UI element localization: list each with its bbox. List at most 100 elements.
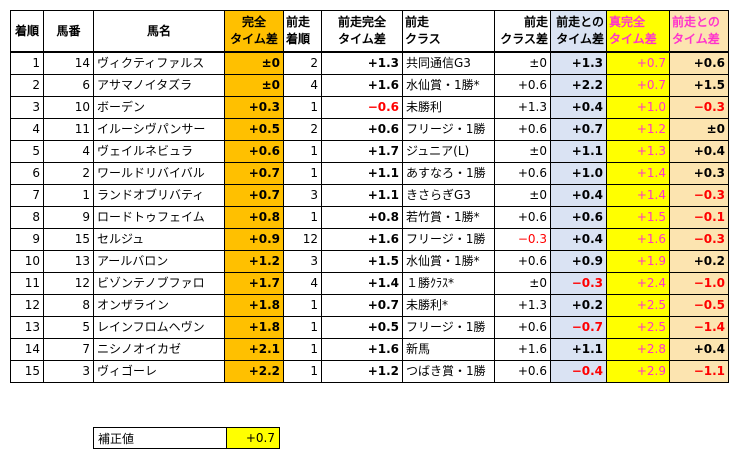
table-row: 14 7 ニシノオイカゼ +2.1 1 +1.6 新馬 +1.6 +1.1 +2.8 +0.4 (10, 338, 729, 361)
complete-time-diff-cell: +1.8 (224, 316, 284, 339)
prev-finish-cell: 1 (283, 96, 322, 119)
complete-time-diff-cell: +0.7 (224, 162, 284, 185)
prev-finish-cell: 3 (283, 184, 322, 207)
header-true-complete-time-diff-line: タイム差 (609, 32, 657, 46)
complete-time-diff-cell: +1.2 (224, 250, 284, 273)
header-prev-class-line: クラス (405, 32, 441, 46)
complete-time-diff-cell: ±0 (224, 74, 284, 97)
horse-name-cell: イルーシヴパンサー (93, 118, 225, 141)
true-complete-time-diff-cell: +0.7 (606, 74, 670, 97)
prev-class-cell: 水仙賞・1勝* (402, 74, 495, 97)
horse-name-cell: アサマノイタズラ (93, 74, 225, 97)
horse-name-cell: ヴェイルネビュラ (93, 140, 225, 163)
prev-class-diff-cell: +0.6 (494, 118, 551, 141)
header-prev-class-diff-line: クラス差 (500, 32, 548, 46)
table-row: 4 11 イルーシヴパンサー +0.5 2 +0.6 フリージ・1勝 +0.6 +0.7 +1.2… (10, 118, 729, 141)
header-finish-position-line: 着順 (14, 23, 39, 38)
header-true-complete-time-diff: 真完全 タイム差 (606, 10, 670, 53)
diff-from-prev-2-cell: +0.2 (669, 250, 729, 273)
prev-finish-cell: 3 (283, 250, 322, 273)
horse-name-cell: セルジュ (93, 228, 225, 251)
true-complete-time-diff-cell: +1.6 (606, 228, 670, 251)
header-complete-time-diff-line: 完全 (241, 15, 266, 29)
prev-class-diff-cell: −0.3 (494, 228, 551, 251)
complete-time-diff-cell: +0.8 (224, 206, 284, 229)
prev-complete-time-diff-cell: +1.1 (321, 162, 403, 185)
complete-time-diff-cell: +1.7 (224, 272, 284, 295)
table-row: 6 2 ワールドリバイバル +0.7 1 +1.1 あすなろ・1勝 +0.6 +1.0 +1.4 +… (10, 162, 729, 185)
horse-name-cell: オンザライン (93, 294, 225, 317)
header-horse-name: 馬名 (93, 10, 225, 53)
header-prev-class: 前走 クラス (402, 10, 495, 53)
prev-class-cell: ジュニア(L) (402, 140, 495, 163)
header-prev-class-diff: 前走クラス差 (494, 10, 551, 53)
horse-name-cell: ボーデン (93, 96, 225, 119)
true-complete-time-diff-cell: +1.5 (606, 206, 670, 229)
prev-complete-time-diff-cell: +0.8 (321, 206, 403, 229)
table-row: 13 5 レインフロムヘヴン +1.8 1 +0.5 フリージ・1勝 +0.6 −0.7 +2.5… (10, 316, 729, 339)
finish-position-cell: 6 (10, 162, 44, 185)
diff-from-prev-2-cell: +0.6 (669, 51, 729, 75)
header-diff-from-prev-line: タイム差 (556, 32, 604, 46)
header-prev-finish-line: 着順 (286, 32, 311, 46)
prev-finish-cell: 12 (283, 228, 322, 251)
table-row: 1 14 ヴィクティファルス ±0 2 +1.3 共同通信G3 ±0 +1.3 +0.7 +0.6 (10, 51, 729, 75)
diff-from-prev-cell: +0.4 (550, 96, 607, 119)
prev-class-diff-cell: +0.6 (494, 360, 551, 383)
diff-from-prev-2-cell: −1.0 (669, 272, 729, 295)
table-row: 2 6 アサマノイタズラ ±0 4 +1.6 水仙賞・1勝* +0.6 +2.2 +0.7 +1.5 (10, 74, 729, 97)
header-diff-from-prev-2: 前走との タイム差 (669, 10, 729, 53)
horse-number-cell: 7 (43, 338, 94, 361)
header-diff-from-prev: 前走との タイム差 (550, 10, 607, 53)
finish-position-cell: 3 (10, 96, 44, 119)
correction-box: 補正値 +0.7 (93, 427, 280, 449)
prev-complete-time-diff-cell: +0.7 (321, 294, 403, 317)
header-horse-number: 馬番 (43, 10, 94, 53)
horse-number-cell: 3 (43, 360, 94, 383)
prev-class-cell: あすなろ・1勝 (402, 162, 495, 185)
diff-from-prev-cell: +0.4 (550, 228, 607, 251)
header-complete-time-diff-line: タイム差 (230, 32, 278, 46)
prev-finish-cell: 1 (283, 294, 322, 317)
prev-finish-cell: 1 (283, 338, 322, 361)
horse-name-cell: ビゾンテノブファロ (93, 272, 225, 295)
table-body: 1 14 ヴィクティファルス ±0 2 +1.3 共同通信G3 ±0 +1.3 +0.7 +0.6 2… (10, 51, 729, 383)
prev-complete-time-diff-cell: +1.5 (321, 250, 403, 273)
results-table: 着順 馬番 馬名 完全 タイム差 前走 着順 前走完全 タイム差 前走 クラス 前走 クラス差 前走とのタ… (10, 10, 729, 383)
diff-from-prev-2-cell: +0.4 (669, 338, 729, 361)
horse-number-cell: 6 (43, 74, 94, 97)
prev-class-cell: 若竹賞・1勝* (402, 206, 495, 229)
header-horse-number-line: 馬番 (56, 23, 81, 38)
true-complete-time-diff-cell: +2.5 (606, 294, 670, 317)
prev-class-cell: 新馬 (402, 338, 495, 361)
diff-from-prev-cell: −0.4 (550, 360, 607, 383)
prev-complete-time-diff-cell: +0.6 (321, 118, 403, 141)
prev-class-diff-cell: +1.3 (494, 294, 551, 317)
complete-time-diff-cell: +0.7 (224, 184, 284, 207)
header-prev-class-diff-line: 前走 (523, 15, 548, 29)
complete-time-diff-cell: +1.8 (224, 294, 284, 317)
diff-from-prev-cell: +1.3 (550, 51, 607, 75)
finish-position-cell: 9 (10, 228, 44, 251)
prev-complete-time-diff-cell: +0.5 (321, 316, 403, 339)
finish-position-cell: 1 (10, 51, 44, 75)
diff-from-prev-cell: +0.6 (550, 206, 607, 229)
diff-from-prev-2-cell: −1.4 (669, 316, 729, 339)
diff-from-prev-cell: +0.4 (550, 184, 607, 207)
prev-class-cell: 未勝利 (402, 96, 495, 119)
prev-finish-cell: 4 (283, 272, 322, 295)
horse-number-cell: 9 (43, 206, 94, 229)
prev-complete-time-diff-cell: +1.1 (321, 184, 403, 207)
diff-from-prev-2-cell: +0.4 (669, 140, 729, 163)
horse-number-cell: 1 (43, 184, 94, 207)
results-table-container: 着順 馬番 馬名 完全 タイム差 前走 着順 前走完全 タイム差 前走 クラス 前走 クラス差 前走とのタ… (10, 10, 729, 449)
complete-time-diff-cell: +2.1 (224, 338, 284, 361)
horse-name-cell: アールバロン (93, 250, 225, 273)
prev-finish-cell: 2 (283, 118, 322, 141)
header-horse-name-line: 馬名 (146, 23, 171, 38)
header-prev-complete-time-diff-line: タイム差 (338, 32, 386, 46)
prev-class-cell: つばき賞・1勝 (402, 360, 495, 383)
horse-number-cell: 13 (43, 250, 94, 273)
header-diff-from-prev-2-line: 前走との (672, 15, 720, 29)
complete-time-diff-cell: +0.5 (224, 118, 284, 141)
